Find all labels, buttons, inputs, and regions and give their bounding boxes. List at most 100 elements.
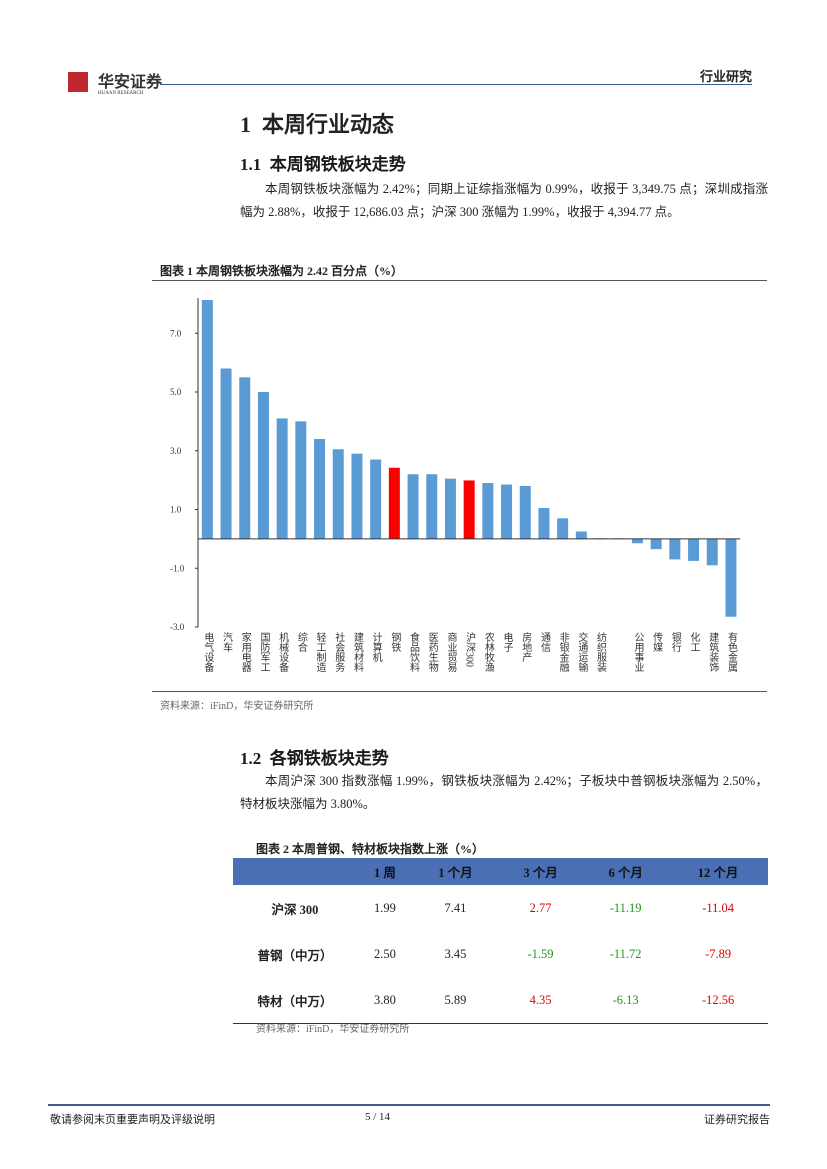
x-tick-label: 社会服务 (333, 631, 345, 673)
x-tick-label: 通信 (538, 632, 550, 653)
bar (220, 368, 232, 539)
figure-source: 资料来源：iFinD，华安证券研究所 (160, 701, 314, 712)
x-tick-label: 非银金融 (557, 632, 569, 673)
bar (201, 300, 213, 539)
section-number: 1 (240, 112, 251, 137)
x-tick-label: 食品饮料 (408, 631, 420, 673)
bar (332, 449, 344, 539)
cell: 5.89 (444, 992, 467, 1007)
x-tick-label: 传媒 (651, 632, 663, 653)
x-tick-label: 农林牧渔 (482, 631, 494, 673)
y-tick-label: -3.0 (170, 622, 185, 632)
table-title: 图表 2 本周普钢、特材板块指数上涨（%） (256, 842, 485, 856)
x-tick-label: 商业贸易 (445, 631, 457, 673)
x-tick-label: 纺织服装 (595, 631, 607, 673)
logo-icon (68, 72, 88, 92)
bar (575, 531, 587, 539)
cell: 3.80 (374, 992, 396, 1007)
figure-rule (152, 280, 767, 281)
bar (370, 459, 382, 539)
footer-note: 敬请参阅末页重要声明及评级说明 (50, 1114, 215, 1126)
x-tick-label: 建筑装饰 (707, 631, 719, 673)
bar (351, 453, 363, 539)
bar (444, 478, 456, 539)
header-line (160, 84, 752, 85)
bar (706, 538, 718, 566)
subsection-number: 1.2 (240, 749, 262, 768)
logo-cn: 华安证券 (98, 74, 163, 91)
row-label: 普钢（中万） (257, 948, 333, 963)
subsection-title: 各钢铁板块走势 (269, 749, 389, 768)
y-tick-label: 7.0 (170, 328, 182, 338)
x-tick-label: 国防军工 (258, 632, 270, 672)
bar (388, 467, 400, 539)
subsection-heading: 1.2 各钢铁板块走势 (240, 744, 389, 769)
bar (407, 474, 419, 539)
y-tick-label: 1.0 (170, 505, 182, 515)
bar (631, 538, 643, 544)
header-cell (233, 858, 357, 885)
x-tick-label: 化工 (688, 631, 700, 652)
cell: -1.59 (527, 946, 554, 961)
figure-title: 图表 1 本周钢铁板块涨幅为 2.42 百分点（%） (160, 264, 404, 278)
section-title: 本周行业动态 (262, 112, 395, 137)
cell: 7.41 (444, 900, 467, 915)
cell: 2.50 (374, 946, 396, 961)
header-cell: 1 个月 (412, 858, 498, 885)
bar (463, 480, 475, 539)
cell: -7.89 (705, 946, 732, 961)
header-cell: 1 周 (357, 858, 413, 885)
x-tick-label: 建筑材料 (351, 631, 363, 673)
y-tick-label: 3.0 (170, 446, 182, 456)
page-number: 5 / 14 (365, 1111, 391, 1123)
x-tick-label: 电子 (501, 631, 513, 652)
x-tick-label: 家用电器 (239, 631, 251, 673)
x-tick-label: 沪深300 (464, 631, 476, 667)
footer-label: 证券研究报告 (704, 1114, 770, 1126)
cell: 2.77 (529, 900, 552, 915)
figure-rule (152, 691, 767, 692)
x-tick-label: 电气设备 (202, 631, 214, 673)
bar (314, 439, 326, 539)
x-tick-label: 汽车 (221, 631, 233, 653)
data-table: 1 周 1 个月 3 个月 6 个月 12 个月 沪深 300 1.99 7.4… (233, 858, 768, 1024)
x-tick-label: 计算机 (370, 631, 382, 663)
subsection-heading: 1.1 本周钢铁板块走势 (240, 150, 406, 175)
section-heading: 1 本周行业动态 (240, 107, 394, 139)
header-cell: 3 个月 (497, 858, 584, 885)
bar (426, 474, 438, 539)
y-tick-label: -1.0 (170, 563, 185, 573)
bar (257, 392, 269, 539)
chart: -3.0 -1.0 1.0 3.0 5.0 7.0 电气设备 汽车 家用电器 国防军工 机械设备 综合… (170, 298, 741, 673)
bar (557, 518, 569, 539)
bar (501, 484, 513, 539)
paragraph: 本周钢铁板块涨幅为 2.42%；同期上证综指涨幅为 0.99%，收报于 3,34… (240, 182, 768, 219)
paragraph: 本周沪深 300 指数涨幅 1.99%，钢铁板块涨幅为 2.42%；子板块中普钢… (240, 774, 768, 811)
cell: 3.45 (444, 946, 467, 961)
header-cell: 12 个月 (668, 858, 768, 885)
bar (650, 538, 662, 550)
cell: -6.13 (612, 992, 639, 1007)
cell: -11.72 (609, 946, 642, 961)
logo-en: HUAAN RESEARCH (98, 91, 144, 96)
row-label: 沪深 300 (271, 902, 319, 917)
cell: -11.04 (702, 900, 735, 915)
row-label: 特材（中万） (257, 994, 333, 1009)
cell: -11.19 (609, 900, 642, 915)
bar (519, 486, 531, 539)
bar (295, 421, 307, 539)
x-tick-label: 银行 (669, 631, 681, 653)
y-tick-label: 5.0 (170, 387, 182, 397)
subsection-title: 本周钢铁板块走势 (269, 155, 406, 174)
cell: 1.99 (374, 900, 396, 915)
bar (239, 377, 251, 539)
bar (669, 538, 681, 560)
cell: 4.35 (529, 992, 552, 1007)
x-tick-label: 房地产 (520, 631, 532, 663)
bar (725, 538, 737, 617)
x-tick-label: 有色金属 (725, 631, 737, 673)
x-tick-label: 公用事业 (632, 632, 644, 672)
subsection-number: 1.1 (240, 155, 262, 174)
header-category: 行业研究 (699, 69, 752, 84)
